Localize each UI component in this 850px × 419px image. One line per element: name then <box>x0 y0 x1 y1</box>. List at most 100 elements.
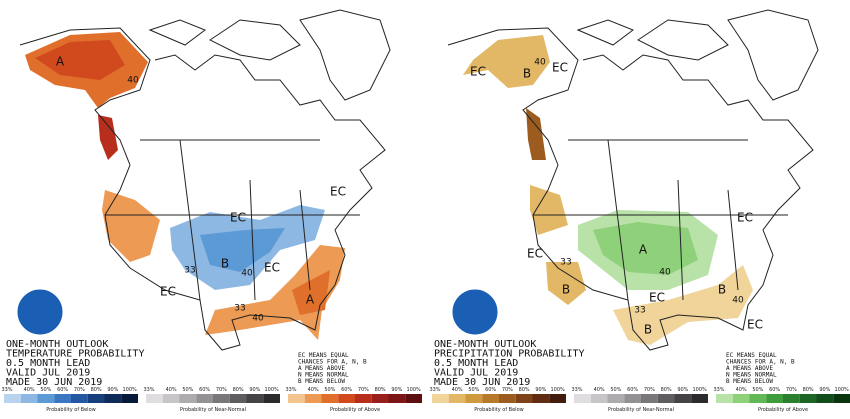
title-line: ONE-MONTH OUTLOOK <box>6 339 108 350</box>
legend-tick: 40% <box>736 387 747 393</box>
map-label: A <box>639 243 648 257</box>
title-line: 0.5 MONTH LEAD <box>6 358 90 369</box>
legend-tick: 50% <box>40 387 51 393</box>
map-label: 40 <box>252 314 264 324</box>
map-label: B <box>523 67 531 81</box>
title-line: 0.5 MONTH LEAD <box>434 358 518 369</box>
legend-swatch <box>833 394 850 403</box>
legend-tick: 90% <box>535 387 546 393</box>
legend-swatch <box>355 394 372 403</box>
map-label: EC <box>230 211 246 225</box>
legend-tick: 70% <box>216 387 227 393</box>
legend-tick: 80% <box>519 387 530 393</box>
map-label: 33 <box>184 266 195 276</box>
legend-tick: 33% <box>713 387 724 393</box>
legend-swatch <box>288 394 305 403</box>
title-line: MADE 30 JUN 2019 <box>6 377 102 388</box>
map-label: EC <box>649 291 665 305</box>
noaa-logo <box>449 286 501 338</box>
legend-tick: 60% <box>627 387 638 393</box>
note-line: CHANCES FOR A, N, B <box>726 359 795 366</box>
legend-tick: 33% <box>285 387 296 393</box>
legend-swatch <box>196 394 213 403</box>
note-line: N MEANS NORMAL <box>298 372 349 379</box>
legend-swatch <box>162 394 180 403</box>
title-line: TEMPERATURE PROBABILITY <box>6 349 144 360</box>
map-label: B <box>718 283 726 297</box>
note-line: A MEANS ABOVE <box>726 365 773 372</box>
legend-swatch <box>371 394 389 403</box>
legend-swatch <box>338 394 355 403</box>
legend-tick: 90% <box>391 387 402 393</box>
legend-swatch <box>674 394 692 403</box>
below-area <box>200 228 285 272</box>
legend-swatch <box>229 394 247 403</box>
legend-swatch <box>532 394 550 403</box>
legend-tick: 100% <box>264 387 279 393</box>
note-line: EC MEANS EQUAL <box>726 352 777 359</box>
map-label: B <box>562 283 570 297</box>
legend-caption: Probability of Above <box>758 407 808 413</box>
legend-tick: 100% <box>834 387 849 393</box>
title-line: PRECIPITATION PROBABILITY <box>434 349 585 360</box>
below-area <box>526 108 546 160</box>
legend-tick: 80% <box>375 387 386 393</box>
legend-tick: 70% <box>644 387 655 393</box>
legend-swatch <box>71 394 88 403</box>
legend-swatch <box>657 394 675 403</box>
legend-swatch <box>624 394 641 403</box>
above-area <box>35 40 125 80</box>
legend-tick: 40% <box>24 387 35 393</box>
map-label: 40 <box>659 268 671 278</box>
legend-swatch <box>716 394 733 403</box>
legend-swatch <box>691 394 708 403</box>
legend-swatch <box>448 394 466 403</box>
legend-swatch <box>87 394 105 403</box>
legend-tick: 80% <box>233 387 244 393</box>
map-label: EC <box>527 247 543 261</box>
above-area <box>98 115 118 160</box>
map-label: EC <box>330 185 346 199</box>
legend-tick: 70% <box>502 387 513 393</box>
legend-swatch <box>20 394 38 403</box>
legend-tick: 60% <box>199 387 210 393</box>
legend-tick: 40% <box>308 387 319 393</box>
legend-tick: 60% <box>57 387 68 393</box>
legend-swatch <box>304 394 322 403</box>
legend-swatch <box>37 394 55 403</box>
map-label: B <box>221 257 229 271</box>
legend-tick: 90% <box>107 387 118 393</box>
legend-swatch <box>816 394 834 403</box>
title-line: MADE 30 JUN 2019 <box>434 377 530 388</box>
map-label: 33 <box>634 306 645 316</box>
legend-caption: Probability of Below <box>474 407 523 413</box>
legend-swatch <box>799 394 817 403</box>
legend-swatch <box>482 394 499 403</box>
legend-caption: Probability of Above <box>330 407 380 413</box>
legend-swatch <box>590 394 608 403</box>
map-label: EC <box>552 61 568 75</box>
map-label: 40 <box>241 269 253 279</box>
legend-tick: 90% <box>819 387 830 393</box>
legend-swatch <box>405 394 422 403</box>
legend-swatch <box>121 394 138 403</box>
legend-swatch <box>499 394 516 403</box>
legend-swatch <box>607 394 625 403</box>
legend-swatch <box>213 394 230 403</box>
legend-swatch <box>146 394 163 403</box>
legend-tick: 70% <box>786 387 797 393</box>
legend-swatch <box>321 394 339 403</box>
legend-tick: 50% <box>752 387 763 393</box>
legend-tick: 70% <box>74 387 85 393</box>
legend-swatch <box>54 394 71 403</box>
legend-caption: Probability of Near-Normal <box>608 407 674 413</box>
below-area <box>546 262 586 305</box>
legend-tick: 60% <box>769 387 780 393</box>
map-label: 40 <box>127 76 139 86</box>
map-label: 33 <box>234 304 245 314</box>
below-area <box>530 185 568 235</box>
map-label: EC <box>737 211 753 225</box>
legend-tick: 100% <box>692 387 707 393</box>
